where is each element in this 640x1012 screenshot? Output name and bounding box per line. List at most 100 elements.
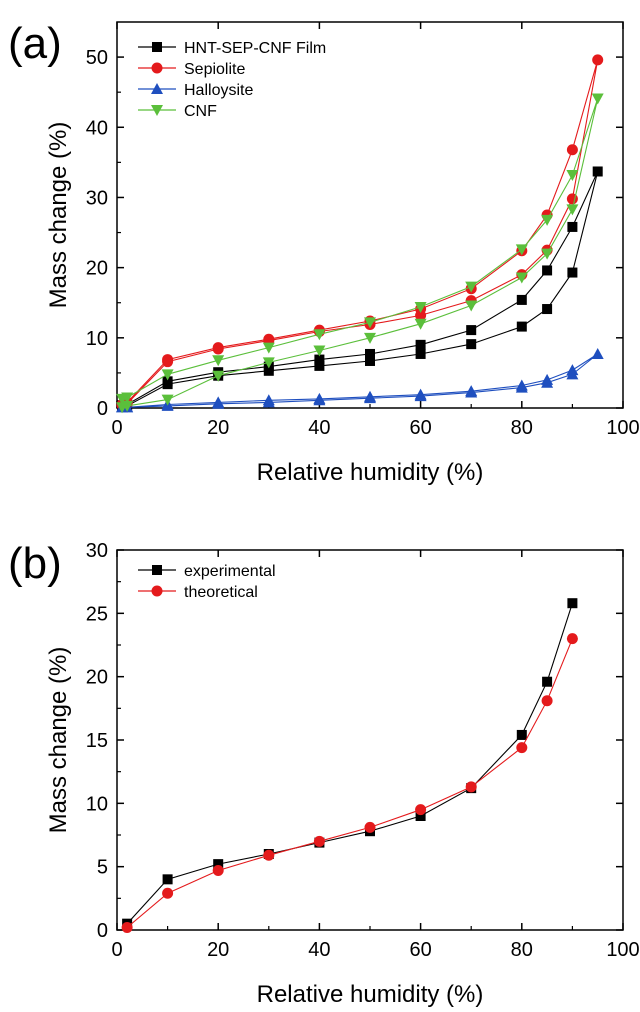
legend-label: Halloysite: [184, 82, 253, 99]
y-tick-label: 10: [86, 793, 108, 815]
legend-marker: [151, 62, 163, 74]
data-point: [314, 354, 325, 365]
y-tick-label: 20: [86, 258, 108, 280]
data-point: [591, 93, 604, 105]
x-tick-label: 20: [207, 417, 229, 439]
legend-label: CNF: [184, 103, 217, 120]
x-tick-label: 60: [409, 417, 431, 439]
data-point: [566, 193, 578, 205]
legend-label: Sepiolite: [184, 61, 245, 78]
legend: HNT-SEP-CNF Film Sepiolite Halloysite CNF: [138, 40, 326, 120]
legend-marker: [151, 105, 163, 116]
legend-label: theoretical: [184, 584, 258, 601]
y-tick-label: 15: [86, 730, 108, 752]
data-point: [162, 874, 173, 885]
data-point: [365, 348, 375, 359]
data-point: [465, 781, 477, 793]
plot-frame: [116, 549, 624, 931]
data-point: [414, 301, 427, 313]
data-point: [262, 396, 275, 408]
data-point: [541, 214, 554, 226]
data-point: [364, 317, 376, 329]
data-point: [262, 357, 275, 369]
data-point: [212, 397, 225, 409]
data-point: [121, 921, 133, 933]
data-point: [116, 402, 129, 414]
x-tick-label: 80: [511, 939, 533, 961]
data-point: [415, 309, 427, 321]
y-axis-title: Mass change (%): [45, 122, 72, 309]
data-point: [365, 355, 375, 366]
data-point: [313, 329, 326, 341]
legend-label: experimental: [184, 563, 276, 580]
data-point: [212, 343, 224, 355]
data-point: [542, 265, 553, 276]
data-point: [466, 339, 477, 350]
x-tick-label: 20: [207, 939, 229, 961]
data-point: [516, 294, 527, 305]
data-point: [313, 394, 326, 406]
x-axis-title: Relative humidity (%): [257, 459, 484, 486]
x-tick-label: 0: [111, 417, 122, 439]
y-tick-label: 0: [97, 398, 108, 420]
data-point: [465, 386, 478, 398]
data-point: [415, 348, 426, 359]
y-tick-label: 40: [86, 117, 108, 139]
data-point: [212, 864, 224, 876]
panel-label: (a): [8, 19, 62, 68]
panel-label: (b): [8, 539, 62, 588]
data-point: [212, 370, 225, 382]
data-point: [541, 248, 554, 260]
data-point: [121, 392, 134, 404]
data-point: [212, 355, 225, 367]
y-tick-label: 5: [97, 857, 108, 879]
data-point: [364, 392, 376, 404]
data-point: [592, 166, 603, 177]
data-point: [415, 339, 426, 350]
data-point: [415, 804, 427, 816]
data-point: [542, 304, 553, 315]
data-point: [541, 376, 554, 388]
data-point: [515, 244, 528, 256]
y-tick-label: 10: [86, 328, 108, 350]
data-point: [566, 169, 579, 181]
data-point: [542, 676, 553, 687]
data-point: [465, 281, 478, 293]
data-point: [364, 821, 376, 833]
data-point: [314, 360, 325, 371]
data-point: [313, 835, 325, 847]
legend-marker: [152, 565, 162, 575]
legend-marker: [151, 83, 163, 94]
legend-label: HNT-SEP-CNF Film: [184, 40, 326, 57]
y-tick-label: 30: [86, 187, 108, 209]
series-0: [122, 598, 578, 929]
data-point: [515, 272, 528, 284]
legend-marker: [151, 585, 163, 597]
data-point: [566, 633, 578, 645]
x-tick-label: 100: [606, 939, 639, 961]
y-tick-label: 25: [86, 603, 108, 625]
series-3: [116, 93, 604, 414]
data-point: [414, 390, 427, 402]
series-line: [126, 603, 573, 925]
y-axis-title: Mass change (%): [45, 647, 72, 834]
data-point: [566, 144, 578, 156]
data-point: [162, 887, 174, 899]
data-point: [162, 379, 173, 390]
series-line: [122, 171, 599, 408]
series-1: [121, 633, 578, 933]
data-point: [516, 321, 527, 332]
data-point: [263, 365, 274, 376]
legend: experimental theoretical: [138, 563, 276, 601]
data-point: [567, 598, 578, 609]
y-tick-label: 20: [86, 667, 108, 689]
data-point: [161, 369, 174, 381]
x-tick-label: 80: [511, 417, 533, 439]
panel-b: (b) 0 20 40 60 80 100 0 5 10 15 20 25 30 Relative humi…: [8, 539, 640, 1008]
data-point: [313, 345, 326, 357]
x-axis-title: Relative humidity (%): [257, 981, 484, 1007]
data-point: [465, 300, 478, 312]
data-point: [516, 729, 527, 740]
data-point: [541, 695, 553, 707]
